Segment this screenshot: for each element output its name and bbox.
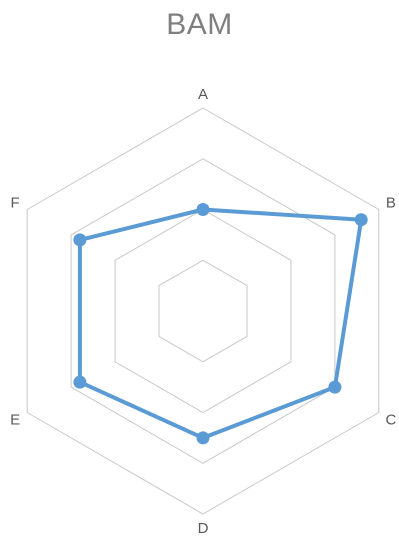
data-point-a xyxy=(196,203,210,216)
grid-ring-1 xyxy=(158,259,248,363)
data-point-f xyxy=(73,233,87,247)
data-point-d xyxy=(196,431,210,445)
radar-grid xyxy=(26,107,380,515)
axis-label-f: F xyxy=(11,195,20,212)
axis-label-c: C xyxy=(385,412,396,429)
chart-title: BAM xyxy=(166,8,233,41)
radar-axis-labels: A B C D E F xyxy=(10,86,396,537)
grid-ring-3 xyxy=(70,158,336,464)
axis-label-b: B xyxy=(386,195,396,212)
axis-label-e: E xyxy=(10,412,20,429)
axis-label-a: A xyxy=(198,86,208,103)
data-point-b xyxy=(354,213,368,227)
grid-ring-2 xyxy=(114,208,292,414)
axis-label-d: D xyxy=(198,520,209,537)
data-point-c xyxy=(328,380,342,394)
radar-series xyxy=(73,203,368,445)
grid-ring-4 xyxy=(26,107,380,515)
series-line-1 xyxy=(77,207,364,440)
data-point-e xyxy=(73,375,87,389)
